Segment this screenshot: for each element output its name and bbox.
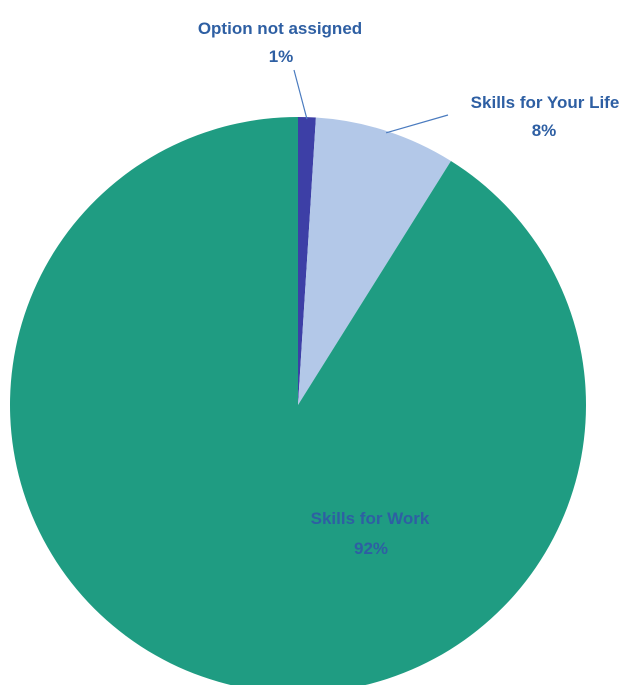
label-option-not-assigned-name: Option not assigned xyxy=(198,19,362,38)
leader-line-option-not-assigned xyxy=(293,69,308,120)
label-skills-for-your-life-value: 8% xyxy=(532,121,557,140)
pie-slice-skills-for-work xyxy=(10,117,586,685)
pie-slice-skills-for-your-life xyxy=(298,117,451,406)
slice-labels: Option not assigned 1% Skills for Your L… xyxy=(198,19,619,558)
label-skills-for-work-value: 92% xyxy=(354,539,388,558)
label-skills-for-work-name: Skills for Work xyxy=(311,509,430,528)
pie-slices xyxy=(10,117,586,685)
pie-slice-option-not-assigned xyxy=(298,117,316,405)
leader-lines xyxy=(293,69,449,134)
label-skills-for-your-life-name: Skills for Your Life xyxy=(471,93,620,112)
leader-line-skills-for-your-life xyxy=(385,114,449,134)
label-option-not-assigned-value: 1% xyxy=(269,47,294,66)
